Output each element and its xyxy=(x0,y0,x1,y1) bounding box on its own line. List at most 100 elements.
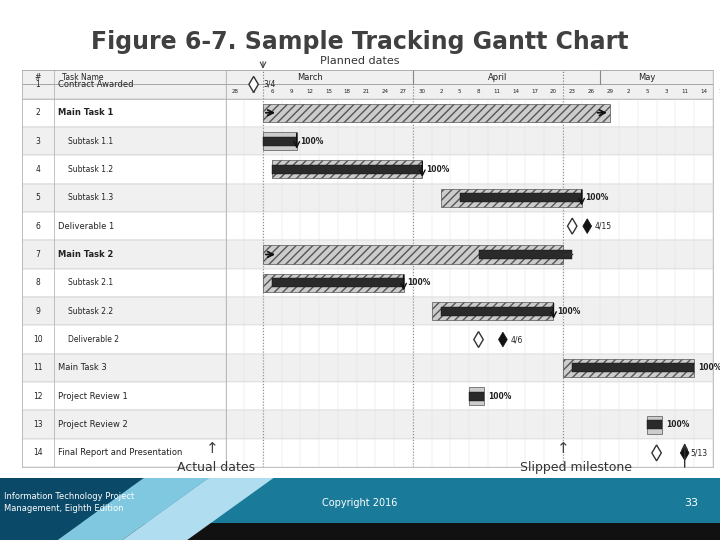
Text: 17: 17 xyxy=(531,89,539,94)
Text: 11: 11 xyxy=(681,89,688,94)
Text: ↑: ↑ xyxy=(557,441,570,456)
Bar xyxy=(263,132,297,150)
Text: 14: 14 xyxy=(513,89,520,94)
Text: 29: 29 xyxy=(606,89,613,94)
Bar xyxy=(225,325,713,354)
Bar xyxy=(225,98,713,127)
Bar xyxy=(563,359,694,377)
Bar xyxy=(263,245,563,264)
Text: 5: 5 xyxy=(458,89,462,94)
Bar xyxy=(647,415,662,434)
Text: 26: 26 xyxy=(588,89,595,94)
Text: 33: 33 xyxy=(685,498,698,508)
Bar xyxy=(225,268,713,297)
Text: 3: 3 xyxy=(664,89,667,94)
Text: Main Task 3: Main Task 3 xyxy=(58,363,107,373)
Text: 21: 21 xyxy=(363,89,369,94)
Bar xyxy=(272,165,423,174)
Text: Actual dates: Actual dates xyxy=(177,461,255,474)
Bar xyxy=(225,70,713,98)
Text: Contract Awarded: Contract Awarded xyxy=(58,80,134,89)
Text: 6: 6 xyxy=(271,89,274,94)
Text: 23: 23 xyxy=(569,89,576,94)
Bar xyxy=(263,137,297,146)
Text: Main Task 1: Main Task 1 xyxy=(58,108,114,117)
Text: 6: 6 xyxy=(35,221,40,231)
Text: #: # xyxy=(35,73,41,82)
Text: 100%: 100% xyxy=(426,165,449,174)
Polygon shape xyxy=(249,77,258,92)
Bar xyxy=(272,278,403,287)
Text: Task Name: Task Name xyxy=(63,73,104,82)
Bar xyxy=(22,438,225,467)
Text: 27: 27 xyxy=(400,89,407,94)
Bar xyxy=(225,127,713,156)
Text: 3: 3 xyxy=(35,137,40,146)
Bar xyxy=(225,382,713,410)
Text: 100%: 100% xyxy=(488,392,511,401)
Text: Main Task 2: Main Task 2 xyxy=(58,250,114,259)
Polygon shape xyxy=(122,478,274,540)
Bar xyxy=(263,274,403,292)
Text: Subtask 1.2: Subtask 1.2 xyxy=(68,165,114,174)
Text: 1: 1 xyxy=(35,80,40,89)
Text: May: May xyxy=(639,73,656,82)
Bar xyxy=(22,325,225,354)
Text: 12: 12 xyxy=(33,392,42,401)
Text: Subtask 2.1: Subtask 2.1 xyxy=(68,278,114,287)
Text: 3/4: 3/4 xyxy=(263,80,275,89)
Text: 5: 5 xyxy=(645,89,649,94)
Text: 7: 7 xyxy=(35,250,40,259)
Text: 30: 30 xyxy=(419,89,426,94)
Polygon shape xyxy=(652,445,661,461)
Bar xyxy=(225,156,713,184)
Text: Copyright 2016: Copyright 2016 xyxy=(323,498,397,508)
Text: 3: 3 xyxy=(252,89,256,94)
Text: 100%: 100% xyxy=(557,307,580,316)
Text: Figure 6-7. Sample Tracking Gantt Chart: Figure 6-7. Sample Tracking Gantt Chart xyxy=(91,30,629,53)
Polygon shape xyxy=(567,218,577,234)
Bar xyxy=(572,363,694,373)
Text: ↑: ↑ xyxy=(206,441,219,456)
Bar xyxy=(479,250,572,259)
Bar xyxy=(22,268,225,297)
Text: Planned dates: Planned dates xyxy=(320,56,400,66)
Bar xyxy=(263,104,610,122)
Bar xyxy=(22,184,225,212)
Bar xyxy=(22,240,225,269)
Polygon shape xyxy=(0,478,144,540)
Polygon shape xyxy=(474,332,483,347)
Text: 9: 9 xyxy=(289,89,293,94)
Text: 4/15: 4/15 xyxy=(595,221,612,231)
Bar xyxy=(225,240,713,269)
Text: Subtask 1.1: Subtask 1.1 xyxy=(68,137,114,146)
Text: Subtask 1.3: Subtask 1.3 xyxy=(68,193,114,202)
Text: 2: 2 xyxy=(35,108,40,117)
Bar xyxy=(22,98,225,127)
Text: 28: 28 xyxy=(231,89,238,94)
Text: 13: 13 xyxy=(33,420,42,429)
Bar xyxy=(460,193,582,202)
Text: 5/13: 5/13 xyxy=(690,448,708,457)
Text: 8: 8 xyxy=(477,89,480,94)
Text: 2: 2 xyxy=(626,89,630,94)
Text: 11: 11 xyxy=(494,89,501,94)
Text: 11: 11 xyxy=(33,363,42,373)
Bar xyxy=(272,160,423,179)
Text: Deliverable 2: Deliverable 2 xyxy=(68,335,120,344)
Bar xyxy=(225,438,713,467)
Text: 100%: 100% xyxy=(408,278,431,287)
Text: 100%: 100% xyxy=(585,193,608,202)
Bar xyxy=(441,188,582,207)
Text: 15: 15 xyxy=(325,89,332,94)
Bar xyxy=(647,420,662,429)
Text: 17: 17 xyxy=(719,89,720,94)
Bar xyxy=(432,302,554,320)
Text: Project Review 1: Project Review 1 xyxy=(58,392,128,401)
Text: 20: 20 xyxy=(550,89,557,94)
Text: 12: 12 xyxy=(306,89,313,94)
Text: 4/6: 4/6 xyxy=(510,335,523,344)
Text: Project Review 2: Project Review 2 xyxy=(58,420,128,429)
Text: 100%: 100% xyxy=(300,137,324,146)
Text: 8: 8 xyxy=(35,278,40,287)
